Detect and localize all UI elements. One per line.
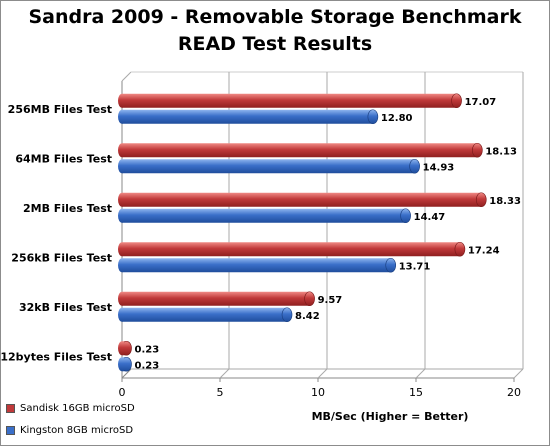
legend-swatch-sandisk bbox=[6, 404, 15, 413]
bar-sandisk bbox=[118, 291, 315, 307]
bar-kingston bbox=[118, 158, 420, 174]
x-tick-label: 5 bbox=[217, 386, 224, 399]
data-label: 9.57 bbox=[318, 295, 343, 306]
data-label: 17.07 bbox=[465, 97, 497, 108]
x-tick-label: 15 bbox=[409, 386, 423, 399]
legend-label-kingston: Kingston 8GB microSD bbox=[20, 425, 134, 436]
legend-label-sandisk: Sandisk 16GB microSD bbox=[20, 403, 135, 414]
x-axis-label: MB/Sec (Higher = Better) bbox=[311, 410, 469, 423]
bar-kingston bbox=[118, 257, 397, 273]
bar-kingston bbox=[118, 109, 379, 125]
bar-sandisk bbox=[118, 93, 462, 109]
bar-sandisk bbox=[118, 340, 132, 356]
data-label: 8.42 bbox=[295, 311, 320, 322]
data-label: 0.23 bbox=[135, 360, 160, 371]
legend: Sandisk 16GB microSD Kingston 8GB microS… bbox=[6, 402, 135, 446]
data-label: 18.33 bbox=[489, 196, 521, 207]
bar-sandisk bbox=[118, 241, 466, 257]
bar-sandisk bbox=[118, 192, 487, 208]
category-label: 256kB Files Test bbox=[11, 251, 112, 264]
bar-sandisk bbox=[118, 142, 483, 158]
category-label: 32kB Files Test bbox=[19, 301, 112, 314]
category-label: 512bytes Files Test bbox=[0, 350, 112, 363]
category-label: 2MB Files Test bbox=[23, 202, 112, 215]
data-label: 14.47 bbox=[414, 212, 446, 223]
x-tick-label: 20 bbox=[507, 386, 521, 399]
chart-subtitle: READ Test Results bbox=[177, 33, 373, 55]
data-label: 14.93 bbox=[423, 162, 455, 173]
x-tick-label: 10 bbox=[311, 386, 325, 399]
legend-item-kingston: Kingston 8GB microSD bbox=[6, 424, 135, 437]
chart-title: Sandra 2009 - Removable Storage Benchmar… bbox=[28, 6, 522, 28]
data-label: 13.71 bbox=[399, 261, 431, 272]
x-tick-label: 0 bbox=[119, 386, 126, 399]
data-label: 17.24 bbox=[468, 245, 500, 256]
category-label: 64MB Files Test bbox=[15, 152, 112, 165]
legend-swatch-kingston bbox=[6, 426, 15, 435]
bar-kingston bbox=[118, 356, 132, 372]
bar-kingston bbox=[118, 208, 411, 224]
data-label: 0.23 bbox=[135, 344, 160, 355]
data-label: 18.13 bbox=[485, 146, 517, 157]
legend-item-sandisk: Sandisk 16GB microSD bbox=[6, 402, 135, 415]
data-label: 12.80 bbox=[381, 113, 413, 124]
bar-kingston bbox=[118, 307, 293, 323]
category-label: 256MB Files Test bbox=[8, 103, 112, 116]
